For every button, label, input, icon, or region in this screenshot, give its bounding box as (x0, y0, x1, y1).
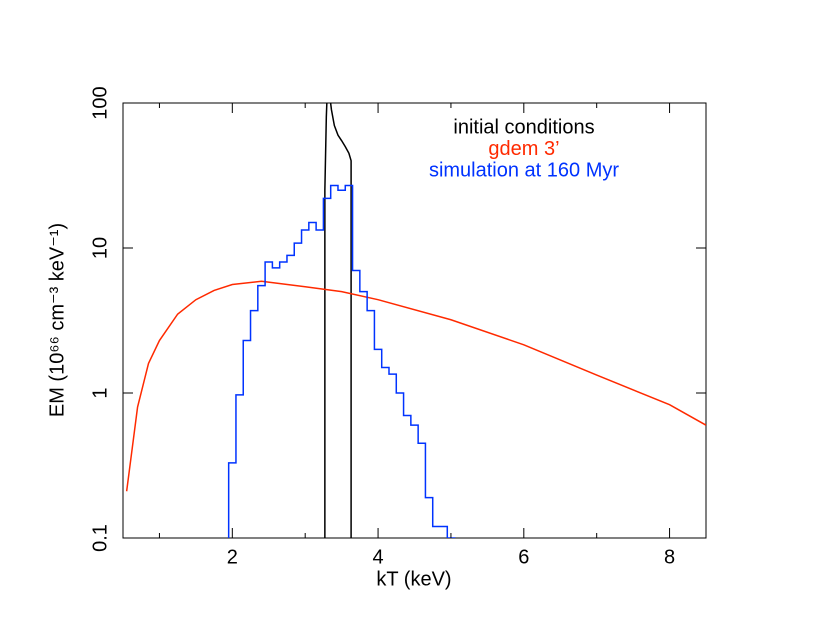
y-tick-label: 100 (89, 86, 111, 119)
y-tick-label: 0.1 (89, 524, 111, 552)
histogram-line (227, 184, 456, 538)
x-tick-label: 6 (518, 546, 529, 568)
x-tick-label: 8 (664, 546, 675, 568)
legend-entry: initial conditions (453, 116, 594, 138)
plot-area (125, 103, 706, 538)
x-axis-label: kT (keV) (376, 568, 451, 590)
legend-entry: simulation at 160 Myr (429, 159, 619, 181)
y-tick-label: 10 (89, 237, 111, 259)
y-axis-label: EM (10⁶⁶ cm⁻³ keV⁻¹) (46, 223, 68, 417)
plot-frame (122, 102, 707, 539)
legend-entry: gdem 3’ (488, 138, 559, 160)
y-tick-label: 1 (89, 387, 111, 398)
line (125, 280, 706, 492)
line (324, 103, 352, 538)
x-tick-label: 2 (227, 546, 238, 568)
x-tick-label: 4 (373, 546, 384, 568)
